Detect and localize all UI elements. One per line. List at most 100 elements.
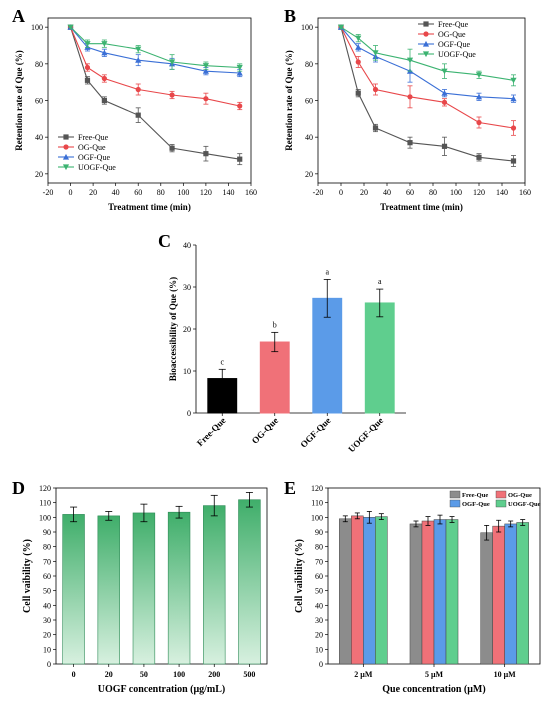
bar-og-que xyxy=(351,515,364,665)
y-axis-label: Bioaccessibility of Que (%) xyxy=(168,277,178,381)
y-tick-label: 20 xyxy=(315,631,323,640)
panel-letter-b: B xyxy=(284,6,296,26)
y-tick-label: 30 xyxy=(315,616,323,625)
y-axis-label: Retention rate of Que (%) xyxy=(14,50,24,150)
y-tick-label: 0 xyxy=(47,660,51,669)
bar-ogf-que xyxy=(504,523,517,665)
y-tick-label: 60 xyxy=(43,572,51,581)
data-point-free-que xyxy=(84,77,91,83)
legend-swatch-marker xyxy=(63,134,69,140)
y-tick-label: 50 xyxy=(43,587,51,596)
data-point-ogf-que xyxy=(441,90,448,96)
y-tick-label: 100 xyxy=(311,513,323,522)
y-axis-label: Cell vaibility (%) xyxy=(294,539,305,613)
data-point-ogf-que xyxy=(202,68,209,74)
x-tick-label: -20 xyxy=(43,188,54,197)
y-tick-label: 80 xyxy=(35,60,43,69)
x-tick-label: 0 xyxy=(72,670,76,679)
x-tick-label: 5 μM xyxy=(425,670,444,679)
x-tick-label: Free-Que xyxy=(195,415,228,448)
y-tick-label: 100 xyxy=(301,23,313,32)
x-tick-label: 40 xyxy=(383,188,391,197)
x-tick-label: 60 xyxy=(406,188,414,197)
bar-ogf-que xyxy=(433,519,447,665)
plot-frame xyxy=(55,487,268,665)
bar-free-que xyxy=(339,518,352,665)
y-tick-label: 90 xyxy=(315,528,323,537)
data-point-uogf-que xyxy=(67,24,74,31)
legend-swatch xyxy=(449,490,461,499)
x-tick-label: 100 xyxy=(450,188,462,197)
x-tick-label: 500 xyxy=(243,670,255,679)
legend-label: OG-Que xyxy=(508,492,532,499)
data-point-uogf-que xyxy=(202,63,209,69)
y-tick-label: 0 xyxy=(319,660,323,669)
y-axis-label: Cell vaibility (%) xyxy=(22,539,33,613)
bar-uogf-que xyxy=(364,302,395,414)
y-tick-label: 80 xyxy=(43,543,51,552)
data-point-uogf-que xyxy=(406,57,414,64)
data-point-og-que xyxy=(407,94,413,100)
chart-d: 0 10 20 30 40 50 60 70 80 90 100 110 120 UOGF concent… xyxy=(22,484,268,695)
data-point-uogf-que xyxy=(168,59,176,66)
legend-label: Free-Que xyxy=(462,492,488,499)
significance-letter: a xyxy=(378,277,382,286)
series-line-ogf-que xyxy=(340,26,514,100)
y-tick-label: 20 xyxy=(43,631,51,640)
data-point-og-que xyxy=(355,59,361,65)
y-tick-label: 70 xyxy=(315,557,323,566)
y-tick-label: 110 xyxy=(311,499,323,508)
data-point-og-que xyxy=(84,64,91,71)
data-point-free-que xyxy=(355,90,361,96)
y-tick-label: 0 xyxy=(187,409,191,418)
y-tick-label: 110 xyxy=(39,499,51,508)
legend-swatch xyxy=(449,499,461,508)
x-tick-label: 100 xyxy=(177,188,189,197)
significance-letter: c xyxy=(220,357,224,366)
y-tick-label: 50 xyxy=(315,587,323,596)
x-tick-label: 20 xyxy=(105,670,113,679)
bar-og-que xyxy=(492,525,505,665)
x-tick-label: 120 xyxy=(200,188,212,197)
legend-swatch-marker xyxy=(423,31,429,37)
y-tick-label: 10 xyxy=(315,645,323,654)
y-tick-label: 20 xyxy=(305,170,313,179)
x-tick-label: 80 xyxy=(157,188,165,197)
panel-letter-c: C xyxy=(158,231,171,251)
y-tick-label: 60 xyxy=(35,97,43,106)
data-point-uogf-que xyxy=(84,41,91,47)
chart-b: -20 0 20 40 60 80 100 120 140 160 20 40 60 80 100 Treat… xyxy=(284,17,531,212)
legend-label: UOGF-Que xyxy=(78,163,116,172)
x-tick-label: 0 xyxy=(69,188,73,197)
bar-0 xyxy=(62,514,85,665)
chart-a: -20 0 20 40 60 80 100 120 140 160 20 40 60 80 100 Treat… xyxy=(14,17,257,212)
data-point-ogf-que xyxy=(475,93,483,100)
x-tick-label: 0 xyxy=(339,188,343,197)
data-point-uogf-que xyxy=(475,72,483,78)
legend-swatch-marker xyxy=(422,40,430,47)
data-point-free-que xyxy=(203,151,209,157)
bar-ogf-que xyxy=(363,517,376,665)
x-axis-label: Que concentration (μM) xyxy=(382,684,485,695)
x-tick-label: 20 xyxy=(360,188,368,197)
x-tick-label: 10 μM xyxy=(494,670,517,679)
y-tick-label: 40 xyxy=(183,241,191,250)
significance-letter: b xyxy=(273,320,277,329)
y-tick-label: 20 xyxy=(183,325,191,334)
significance-letter: a xyxy=(325,267,329,276)
data-point-free-que xyxy=(169,145,175,151)
y-tick-label: 10 xyxy=(43,645,51,654)
y-tick-label: 90 xyxy=(43,528,51,537)
y-tick-label: 100 xyxy=(39,513,51,522)
x-tick-label: 120 xyxy=(473,188,485,197)
bar-free-que xyxy=(409,523,423,665)
y-tick-label: 120 xyxy=(39,484,51,493)
chart-e: 0 10 20 30 40 50 60 70 80 90 100 110 120 Que concentr… xyxy=(294,484,541,695)
x-tick-label: 160 xyxy=(245,188,257,197)
x-tick-label: 60 xyxy=(134,188,142,197)
y-tick-label: 40 xyxy=(315,601,323,610)
legend-swatch-marker xyxy=(63,144,69,150)
y-tick-label: 40 xyxy=(43,601,51,610)
data-point-ogf-que xyxy=(355,44,362,50)
y-tick-label: 70 xyxy=(43,557,51,566)
